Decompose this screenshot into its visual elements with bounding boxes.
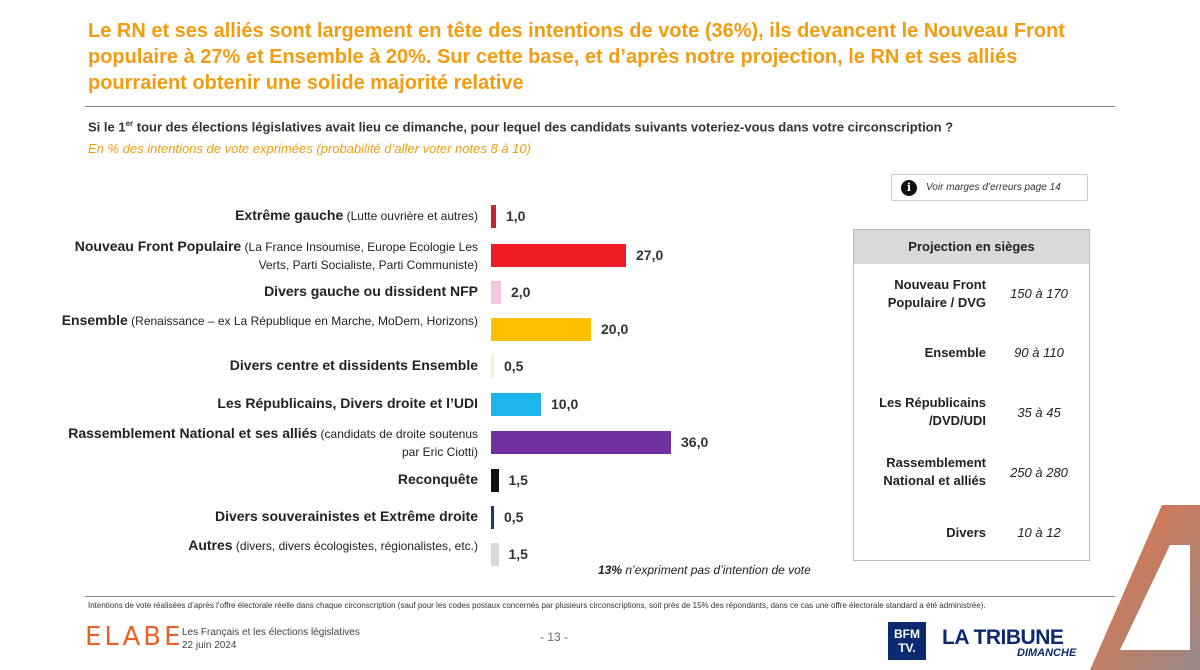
- category-label: Ensemble (Renaissance – ex La République…: [58, 312, 478, 330]
- projection-range: 35 à 45: [1017, 405, 1061, 420]
- margin-note-text: Voir marges d’erreurs page 14: [926, 182, 1061, 193]
- projection-party: Les Républicains /DVD/UDI: [879, 395, 986, 428]
- bar: [491, 205, 496, 228]
- seat-projection-header: Projection en sièges: [854, 230, 1089, 264]
- bar: [491, 431, 671, 454]
- category-detail: (Renaissance – ex La République en March…: [127, 314, 478, 328]
- methodology-footnote: Intentions de vote réalisées d’après l’o…: [88, 601, 986, 610]
- bar-value-label: 20,0: [601, 321, 629, 337]
- category-name: Ensemble: [61, 312, 128, 328]
- elabe-logo: ELABE: [85, 622, 184, 652]
- bar: [491, 506, 494, 529]
- chart-subtitle: En % des intentions de vote exprimées (p…: [88, 141, 531, 156]
- title-divider: [85, 106, 1115, 107]
- category-name: Divers gauche ou dissident NFP: [264, 283, 478, 299]
- survey-question: Si le 1er tour des élections législative…: [88, 119, 953, 134]
- page-number: - 13 -: [540, 630, 569, 644]
- category-name: Reconquête: [397, 471, 478, 487]
- info-icon: i: [901, 179, 917, 196]
- bar: [491, 244, 626, 267]
- seat-projection-table: Projection en sièges Nouveau Front Popul…: [853, 229, 1090, 561]
- category-label: Rassemblement National et ses alliés (ca…: [58, 425, 478, 461]
- bar: [491, 393, 541, 416]
- page-title: Le RN et ses alliés sont largement en tê…: [88, 20, 1065, 94]
- survey-title: Les Français et les élections législativ…: [182, 627, 360, 638]
- bar-value-label: 1,5: [508, 546, 528, 562]
- category-name: Divers souverainistes et Extrême droite: [214, 508, 478, 524]
- category-name: Autres: [188, 537, 233, 553]
- survey-date: 22 juin 2024: [182, 640, 237, 651]
- category-name: Extrême gauche: [235, 207, 344, 223]
- decorative-triangle-icon: [1090, 505, 1200, 670]
- question-superscript: er: [125, 119, 134, 128]
- question-end: tour des élections législatives avait li…: [133, 119, 954, 135]
- category-label: Divers gauche ou dissident NFP: [58, 283, 478, 300]
- projection-party: Divers: [946, 525, 986, 540]
- category-name: Rassemblement National et ses alliés: [68, 425, 318, 441]
- projection-range: 150 à 170: [1010, 286, 1068, 301]
- projection-range: 250 à 280: [1010, 465, 1068, 480]
- category-detail: (Lutte ouvrière et autres): [343, 209, 478, 223]
- la-tribune-logo: LA TRIBUNE: [942, 626, 1064, 649]
- no-intention-text: n’expriment pas d’intention de vote: [622, 563, 811, 577]
- bfm-text: BFM: [894, 627, 920, 641]
- projection-party: Rassemblement National et alliés: [883, 455, 986, 488]
- no-intention-note: 13% n’expriment pas d’intention de vote: [598, 563, 811, 577]
- category-label: Reconquête: [58, 471, 478, 488]
- no-intention-pct: 13%: [598, 563, 623, 577]
- category-detail: (candidats de droite soutenus par Eric C…: [317, 427, 478, 459]
- projection-row: Nouveau Front Populaire / DVG 150 à 170: [854, 274, 1089, 314]
- bar: [491, 469, 499, 492]
- margin-note-box: i Voir marges d’erreurs page 14: [891, 174, 1088, 201]
- category-label: Extrême gauche (Lutte ouvrière et autres…: [58, 207, 478, 225]
- question-start: Si le 1: [88, 119, 126, 135]
- bar-value-label: 10,0: [551, 396, 579, 412]
- bfmtv-logo: BFM TV.: [888, 622, 926, 660]
- category-label: Nouveau Front Populaire (La France Insou…: [58, 238, 478, 274]
- bar-value-label: 2,0: [511, 284, 531, 300]
- bar-value-label: 27,0: [636, 247, 664, 263]
- category-label: Les Républicains, Divers droite et l’UDI: [58, 395, 478, 412]
- bar-value-label: 1,0: [506, 208, 526, 224]
- category-label: Autres (divers, divers écologistes, régi…: [58, 537, 478, 555]
- bar-value-label: 1,5: [508, 472, 528, 488]
- bar-value-label: 0,5: [504, 509, 524, 525]
- dimanche-text: DIMANCHE: [1017, 647, 1077, 659]
- bar: [491, 318, 591, 341]
- tv-text: TV.: [898, 641, 916, 655]
- bar: [491, 281, 501, 304]
- category-name: Divers centre et dissidents Ensemble: [229, 357, 478, 373]
- projection-party: Nouveau Front Populaire / DVG: [887, 277, 986, 310]
- category-label: Divers centre et dissidents Ensemble: [58, 357, 478, 374]
- category-label: Divers souverainistes et Extrême droite: [58, 508, 478, 525]
- bar-value-label: 36,0: [681, 434, 709, 450]
- category-name: Les Républicains, Divers droite et l’UDI: [217, 395, 478, 411]
- footer-divider: [85, 596, 1115, 597]
- bar: [491, 543, 499, 566]
- category-detail: (divers, divers écologistes, régionalist…: [232, 539, 478, 553]
- survey-info: Les Français et les élections législativ…: [182, 626, 360, 652]
- elabe-logo-text: ELABE: [85, 622, 184, 652]
- category-detail: (La France Insoumise, Europe Ecologie Le…: [241, 240, 478, 272]
- category-name: Nouveau Front Populaire: [74, 238, 242, 254]
- projection-party: Ensemble: [924, 345, 986, 360]
- bar: [491, 355, 494, 378]
- projection-range: 10 à 12: [1017, 525, 1061, 540]
- projection-range: 90 à 110: [1014, 345, 1064, 360]
- bar-value-label: 0,5: [504, 358, 524, 374]
